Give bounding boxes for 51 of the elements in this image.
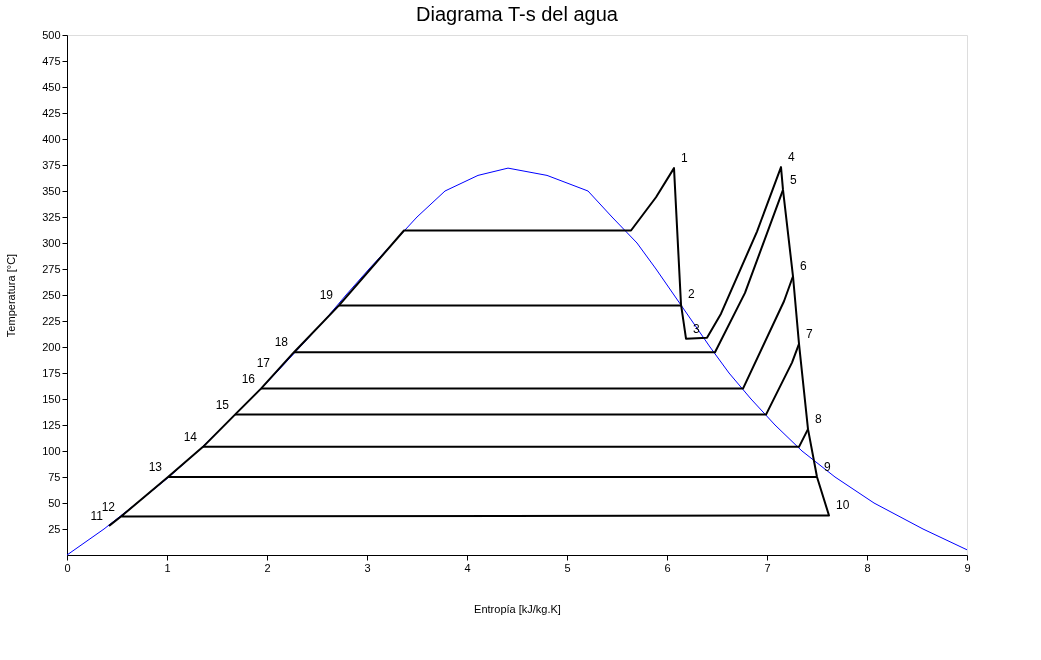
annotation: 13 xyxy=(148,460,163,474)
annotation: 2 xyxy=(688,287,695,302)
y-tick-label: 250 xyxy=(42,288,61,301)
y-tick-label: 400 xyxy=(42,132,61,145)
x-tick-label: 2 xyxy=(264,561,271,574)
annotation: 10 xyxy=(836,498,850,513)
y-tick-label: 175 xyxy=(42,366,61,379)
x-tick-label: 3 xyxy=(364,561,371,574)
y-tick-label: 350 xyxy=(42,184,61,197)
x-tick-label: 5 xyxy=(564,561,571,574)
x-tick-label: 8 xyxy=(864,561,871,574)
y-tick-label: 300 xyxy=(42,236,61,249)
annotation: 16 xyxy=(241,371,256,386)
y-tick-label: 25 xyxy=(48,522,61,535)
annotation: 18 xyxy=(274,335,289,350)
y-tick-label: 150 xyxy=(42,392,61,405)
y-tick-label: 125 xyxy=(42,418,61,431)
y-tick-label: 225 xyxy=(42,314,61,327)
chart-title: Diagrama T-s del agua xyxy=(416,3,619,25)
y-tick-label: 75 xyxy=(48,470,61,483)
x-tick-label: 7 xyxy=(764,561,771,574)
y-tick-label: 475 xyxy=(42,54,61,67)
annotation: 12 xyxy=(101,499,116,514)
annotation: 15 xyxy=(215,397,230,412)
annotation: 17 xyxy=(256,356,271,370)
annotation: 1 xyxy=(681,151,688,166)
y-tick-label: 200 xyxy=(42,340,61,353)
annotation: 4 xyxy=(788,150,795,165)
x-tick-label: 1 xyxy=(164,561,171,574)
x-axis-title: Entropía [kJ/kg.K] xyxy=(474,602,561,615)
x-tick-label: 6 xyxy=(664,561,671,574)
y-tick-label: 500 xyxy=(42,28,61,41)
annotation: 19 xyxy=(319,288,334,303)
y-tick-label: 450 xyxy=(42,80,61,93)
y-tick-label: 50 xyxy=(48,496,61,509)
y-tick-label: 100 xyxy=(42,444,61,457)
y-tick-label: 325 xyxy=(42,210,61,223)
annotation: 14 xyxy=(183,429,198,444)
annotation: 7 xyxy=(806,326,813,341)
annotation: 6 xyxy=(800,259,807,274)
annotation: 5 xyxy=(790,172,797,187)
annotation: 11 xyxy=(90,508,104,523)
annotation: 8 xyxy=(815,412,822,427)
x-tick-label: 9 xyxy=(964,561,971,574)
y-tick-label: 425 xyxy=(42,106,61,119)
x-tick-label: 0 xyxy=(64,561,71,574)
x-tick-label: 4 xyxy=(464,561,471,574)
y-tick-label: 375 xyxy=(42,158,61,171)
y-axis-title: Temperatura [°C] xyxy=(5,253,18,338)
annotation: 9 xyxy=(824,460,831,474)
y-tick-label: 275 xyxy=(42,262,61,275)
